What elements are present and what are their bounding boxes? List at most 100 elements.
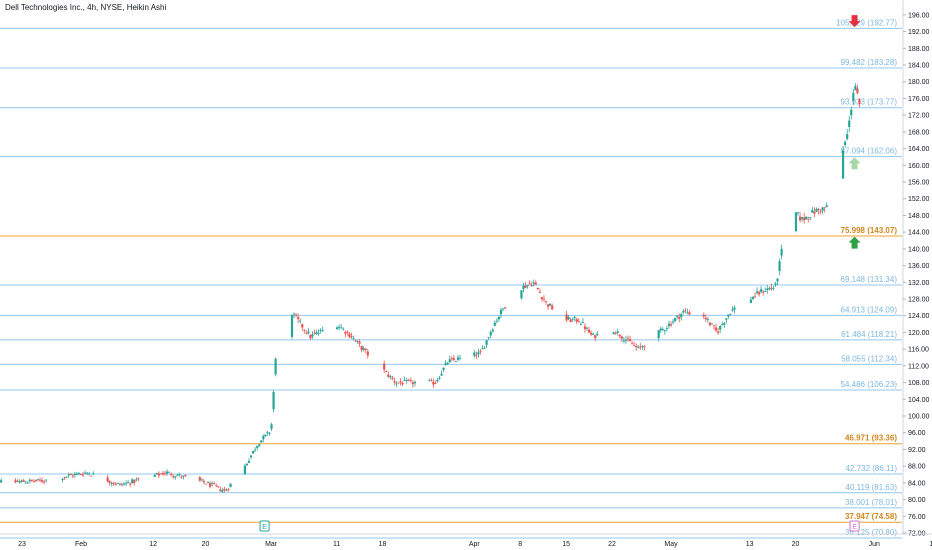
candle	[657, 329, 660, 342]
candle	[432, 378, 435, 388]
candle-body	[22, 480, 25, 482]
candle-body	[358, 341, 361, 344]
candle	[223, 486, 226, 493]
candle	[405, 377, 408, 384]
candle-body	[704, 317, 707, 320]
candle	[477, 348, 480, 358]
candle	[643, 345, 646, 351]
x-tick-label: 11	[333, 541, 340, 548]
candle-body	[774, 283, 777, 286]
candle	[24, 480, 27, 484]
candle-body	[817, 209, 820, 210]
candle-body	[626, 337, 630, 339]
candle-body	[657, 330, 660, 339]
candle-body	[159, 473, 162, 475]
candle-body	[391, 377, 394, 379]
candle-body	[731, 309, 734, 311]
candle	[403, 376, 406, 382]
candle	[532, 279, 535, 287]
y-tick-label: 176.00	[908, 96, 930, 103]
candle-body	[807, 218, 810, 220]
y-tick-label: 160.00	[908, 163, 930, 170]
candle	[760, 285, 763, 294]
candle	[538, 288, 541, 293]
candle	[717, 327, 720, 336]
candle-body	[821, 207, 824, 211]
candle-body	[161, 473, 165, 475]
candle-body	[579, 323, 582, 325]
y-tick-label: 188.00	[908, 46, 930, 53]
candle	[28, 478, 31, 484]
candle	[714, 323, 718, 333]
candle-body	[823, 207, 826, 209]
candle-body	[106, 477, 109, 482]
candle-body	[665, 328, 669, 329]
candle	[18, 479, 21, 484]
candle-body	[61, 479, 64, 480]
candle-body	[663, 330, 666, 332]
candle-body	[112, 482, 115, 484]
candle	[155, 472, 158, 476]
candle-body	[702, 314, 705, 317]
candle-body	[798, 216, 802, 221]
candle-body	[805, 216, 808, 220]
candle-body	[340, 327, 343, 329]
candle	[383, 360, 386, 374]
candle-body	[397, 382, 400, 384]
candle	[335, 325, 339, 330]
candle-body	[303, 329, 306, 331]
fib-level-label: 99.482 (183.28)	[841, 58, 898, 67]
candle-body	[499, 309, 503, 315]
candle	[487, 336, 490, 341]
candle	[245, 463, 249, 466]
candle	[32, 479, 35, 483]
candle-body	[428, 380, 431, 382]
x-tick-label: 12	[149, 541, 157, 548]
candle-body	[481, 348, 484, 350]
y-tick-label: 156.00	[908, 180, 930, 187]
y-tick-label: 152.00	[908, 196, 930, 203]
candle	[22, 479, 25, 483]
x-tick-label: Jun	[869, 541, 880, 548]
candle	[819, 209, 822, 215]
candle-body	[590, 332, 593, 335]
candle	[163, 471, 167, 476]
candle-body	[592, 333, 595, 335]
y-tick-label: 100.00	[908, 414, 930, 421]
candle-body	[676, 315, 679, 317]
candle-body	[852, 92, 855, 101]
candle	[16, 479, 19, 483]
candle	[436, 377, 439, 383]
candle-body	[661, 329, 664, 330]
candle-body	[338, 326, 341, 328]
candle-body	[122, 483, 126, 485]
candle-body	[575, 319, 578, 322]
candle-body	[772, 288, 775, 289]
candle	[846, 128, 849, 141]
candle-body	[157, 473, 160, 476]
candle	[821, 206, 824, 214]
candle	[133, 479, 136, 486]
candle	[401, 381, 404, 387]
candle	[854, 83, 857, 91]
candle	[407, 378, 410, 382]
candle-body	[581, 321, 585, 323]
candles-group	[0, 83, 861, 493]
candle	[260, 440, 263, 443]
fib-level-label: 46.971 (93.36)	[845, 434, 897, 443]
candle-body	[114, 483, 117, 485]
candle	[409, 377, 412, 383]
candle	[251, 450, 255, 454]
candle	[385, 370, 388, 373]
candle-body	[69, 474, 72, 476]
candle-body	[587, 329, 591, 333]
candle	[264, 434, 267, 437]
candle	[637, 345, 640, 349]
candle-body	[71, 475, 74, 477]
candle-body	[532, 282, 535, 284]
candle-body	[768, 288, 771, 290]
candle-body	[16, 481, 19, 482]
candle	[798, 212, 802, 223]
candle	[684, 307, 687, 314]
candle	[801, 217, 804, 222]
